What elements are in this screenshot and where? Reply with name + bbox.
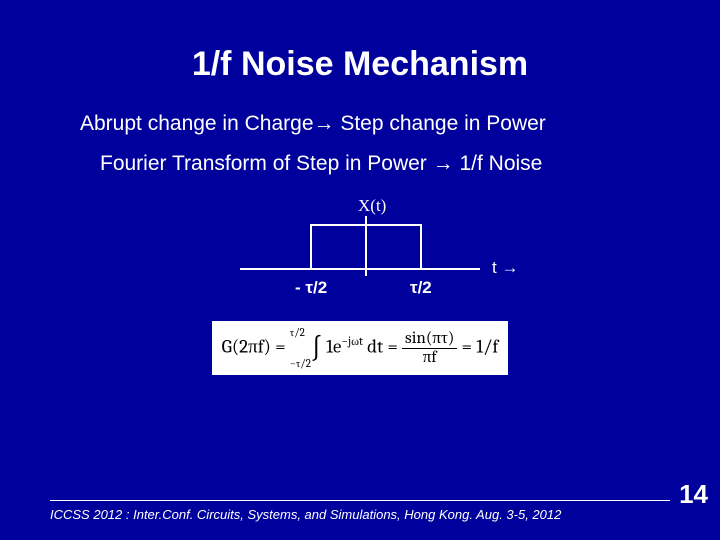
eq-fraction: sin(πτ)πf [402, 330, 457, 367]
arrow-icon: → [433, 152, 454, 175]
frac-den: πf [402, 349, 457, 367]
line1-post: Step change in Power [335, 112, 546, 135]
left-tick-label: - τ/2 [295, 278, 327, 298]
eq-exponent: −jωt [341, 334, 363, 348]
t-axis-label: t → [492, 258, 518, 278]
slide: 1/f Noise Mechanism Abrupt change in Cha… [0, 0, 720, 540]
pulse-left-edge [310, 224, 312, 268]
equation-block: G(2πf) = τ/2−τ/2∫ 1e−jωt dt = sin(πτ)πf … [50, 321, 670, 375]
int-upper: τ/2 [290, 327, 311, 338]
page-number: 14 [679, 479, 708, 510]
baseline [240, 268, 480, 270]
footer: ICCSS 2012 : Inter.Conf. Circuits, Syste… [50, 500, 670, 522]
line2-pre: Fourier Transform of Step in Power [100, 152, 433, 175]
line1-pre: Abrupt change in Charge [80, 112, 314, 135]
footer-text: ICCSS 2012 : Inter.Conf. Circuits, Syste… [50, 507, 670, 522]
pulse-top-edge [310, 224, 421, 226]
eq-lhs: G(2πf) = [222, 335, 290, 357]
integral-icon: ∫ [311, 333, 322, 363]
pulse-right-edge [420, 224, 422, 268]
eq-dt: dt = [363, 335, 402, 357]
eq-rhs: = 1/f [457, 335, 498, 357]
integral-limits: τ/2 −τ/2 [290, 327, 311, 369]
footer-divider [50, 500, 670, 501]
equation: G(2πf) = τ/2−τ/2∫ 1e−jωt dt = sin(πτ)πf … [212, 321, 509, 375]
line2-post: 1/f Noise [454, 152, 543, 175]
frac-num: sin(πτ) [402, 330, 457, 349]
pulse-diagram: X(t) t → - τ/2 τ/2 [160, 196, 560, 296]
int-lower: −τ/2 [290, 358, 311, 369]
statement-line-1: Abrupt change in Charge→ Step change in … [80, 112, 670, 136]
arrow-icon: → [314, 112, 335, 135]
eq-integrand: 1e [322, 335, 341, 357]
slide-title: 1/f Noise Mechanism [50, 45, 670, 84]
right-tick-label: τ/2 [410, 278, 432, 298]
statement-line-2: Fourier Transform of Step in Power → 1/f… [100, 152, 670, 176]
function-label: X(t) [358, 196, 386, 216]
